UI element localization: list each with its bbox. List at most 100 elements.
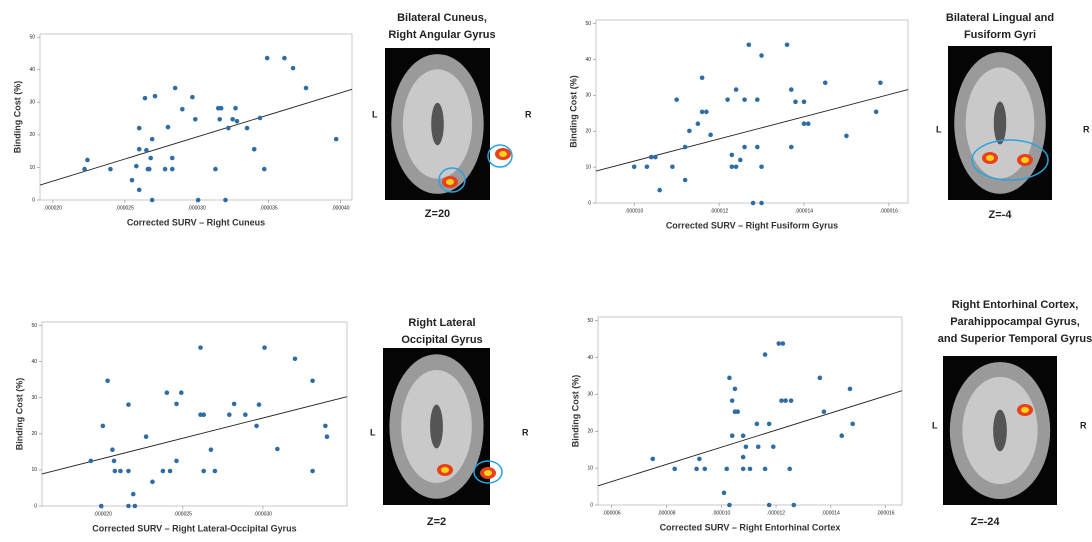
x-tick-label: .000020 (94, 511, 112, 517)
left-label: L (372, 109, 378, 119)
y-tick-label: 20 (29, 132, 35, 138)
data-point (99, 504, 104, 509)
data-point (235, 119, 240, 124)
ventricle (994, 101, 1006, 144)
x-tick-label: .000014 (822, 510, 840, 516)
data-point (683, 145, 688, 150)
data-point (198, 345, 203, 350)
brain-image (385, 48, 512, 200)
brain-image (383, 348, 502, 505)
data-point (806, 121, 811, 126)
brain-image (943, 356, 1057, 505)
data-point (168, 469, 173, 474)
x-tick-label: .000016 (877, 510, 895, 516)
data-point (697, 457, 702, 462)
data-point (89, 459, 94, 464)
data-point (148, 156, 153, 161)
figure: 01020304050.000020.000025.000030.000035.… (0, 0, 1092, 542)
data-point (756, 444, 761, 449)
x-axis-label: Corrected SURV – Right Lateral-Occipital… (92, 523, 296, 533)
data-point (227, 412, 232, 417)
y-tick-label: 50 (585, 21, 591, 27)
x-tick-label: .000025 (116, 205, 134, 211)
left-label: L (936, 124, 942, 134)
y-tick-label: 10 (587, 465, 593, 471)
slice-label: Z=-4 (989, 209, 1013, 221)
data-point (190, 95, 195, 100)
data-point (730, 164, 735, 169)
activation-core (1021, 407, 1029, 413)
data-point (848, 387, 853, 392)
data-point (174, 459, 179, 464)
x-axis-label: Corrected SURV – Right Fusiform Gyrus (666, 220, 838, 230)
data-point (741, 455, 746, 460)
data-point (137, 147, 142, 152)
data-point (742, 145, 747, 150)
data-point (802, 121, 807, 126)
data-point (755, 145, 760, 150)
data-point (767, 422, 772, 427)
y-tick-label: 30 (587, 392, 593, 398)
y-axis-label: Binding Cost (%) (12, 81, 22, 154)
data-point (787, 467, 792, 472)
data-point (708, 133, 713, 138)
data-point (179, 390, 184, 395)
data-point (144, 148, 149, 153)
y-tick-label: 20 (587, 429, 593, 435)
data-point (789, 398, 794, 403)
data-point (243, 412, 248, 417)
y-axis-label: Binding Cost (%) (14, 378, 24, 451)
x-tick-label: .000025 (174, 511, 192, 517)
data-point (672, 467, 677, 472)
right-label: R (1080, 420, 1087, 430)
y-tick-label: 0 (588, 200, 591, 206)
image-title: Right Angular Gyrus (388, 29, 495, 41)
data-point (650, 457, 655, 462)
data-point (751, 201, 756, 206)
data-point (133, 504, 138, 509)
data-point (118, 469, 123, 474)
y-tick-label: 10 (31, 467, 37, 473)
data-point (747, 42, 752, 47)
data-point (201, 412, 206, 417)
data-point (282, 56, 287, 61)
data-point (748, 467, 753, 472)
data-point (165, 390, 170, 395)
data-point (727, 376, 732, 381)
data-point (696, 121, 701, 126)
data-point (735, 409, 740, 414)
trend-line (40, 89, 352, 185)
data-point (789, 87, 794, 92)
data-point (844, 134, 849, 139)
data-point (802, 100, 807, 105)
image-title: Bilateral Lingual and (946, 12, 1054, 24)
data-point (674, 97, 679, 102)
x-axis-label: Corrected SURV – Right Cuneus (127, 217, 265, 227)
data-point (143, 96, 148, 101)
data-point (150, 198, 155, 203)
data-point (694, 467, 699, 472)
data-point (82, 167, 87, 172)
y-tick-label: 40 (31, 359, 37, 365)
data-point (742, 97, 747, 102)
data-point (230, 117, 235, 122)
data-point (126, 469, 131, 474)
trend-line (598, 391, 902, 486)
data-point (170, 167, 175, 172)
x-tick-label: .000030 (254, 511, 272, 517)
data-point (783, 398, 788, 403)
x-tick-label: .000020 (44, 205, 62, 211)
data-point (781, 341, 786, 346)
image-title: Fusiform Gyri (964, 29, 1036, 41)
data-point (134, 164, 139, 169)
y-tick-label: 30 (31, 395, 37, 401)
data-point (744, 444, 749, 449)
image-title: Right Entorhinal Cortex, (952, 299, 1079, 311)
image-title: Bilateral Cuneus, (397, 12, 487, 24)
slice-label: Z=20 (425, 208, 450, 220)
data-point (113, 469, 118, 474)
data-point (738, 158, 743, 163)
data-point (193, 117, 198, 122)
slice-label: Z=2 (427, 516, 446, 528)
data-point (649, 155, 654, 160)
